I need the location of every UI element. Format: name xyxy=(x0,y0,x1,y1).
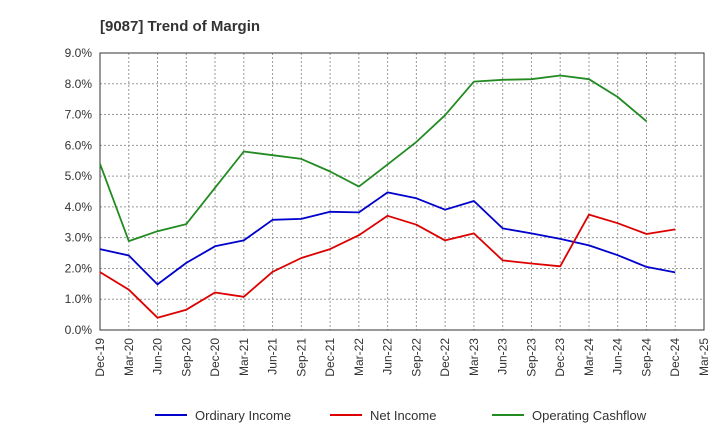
x-tick-label: Sep-20 xyxy=(179,338,193,377)
x-tick-label: Dec-24 xyxy=(668,338,682,377)
x-tick-label: Sep-22 xyxy=(409,338,423,377)
x-tick-label: Jun-20 xyxy=(151,338,165,375)
x-tick-label: Mar-22 xyxy=(352,338,366,376)
chart-title: [9087] Trend of Margin xyxy=(100,18,260,35)
y-tick-label: 4.0% xyxy=(65,200,93,214)
y-tick-label: 9.0% xyxy=(65,46,93,60)
x-tick-label: Mar-24 xyxy=(582,338,596,376)
y-axis-ticks: 0.0% 1.0% 2.0% 3.0% 4.0% 5.0% 6.0% 7.0% 8.0% 9.0% xyxy=(65,46,93,337)
x-tick-label: Dec-21 xyxy=(323,338,337,377)
x-tick-label: Dec-23 xyxy=(553,338,567,377)
x-tick-label: Jun-22 xyxy=(381,338,395,375)
x-tick-label: Jun-23 xyxy=(496,338,510,375)
series-line-ordinary-income xyxy=(99,191,676,286)
y-tick-label: 0.0% xyxy=(65,323,93,337)
y-tick-label: 5.0% xyxy=(65,169,93,183)
series-lines xyxy=(99,74,676,319)
x-tick-label: Mar-25 xyxy=(697,338,711,376)
y-tick-label: 8.0% xyxy=(65,77,93,91)
y-tick-label: 1.0% xyxy=(65,292,93,306)
y-tick-label: 7.0% xyxy=(65,108,93,122)
x-axis-ticks: Dec-19 Mar-20 Jun-20 Sep-20 Dec-20 Mar-21 Jun-… xyxy=(93,338,711,377)
y-tick-label: 3.0% xyxy=(65,231,93,245)
x-tick-label: Sep-21 xyxy=(294,338,308,377)
legend-label: Operating Cashflow xyxy=(532,408,647,423)
x-tick-label: Mar-21 xyxy=(237,338,251,376)
legend-label: Net Income xyxy=(370,408,436,423)
plot-frame xyxy=(99,52,705,331)
legend-label: Ordinary Income xyxy=(195,408,291,423)
x-tick-label: Sep-23 xyxy=(524,338,538,377)
x-tick-label: Dec-19 xyxy=(93,338,107,377)
series-line-operating-cashflow xyxy=(99,74,648,242)
series-line-net-income xyxy=(99,213,676,319)
x-tick-label: Sep-24 xyxy=(639,338,653,377)
y-tick-label: 6.0% xyxy=(65,138,93,152)
x-tick-label: Dec-20 xyxy=(208,338,222,377)
x-tick-label: Dec-22 xyxy=(438,338,452,377)
x-tick-label: Mar-20 xyxy=(122,338,136,376)
x-tick-label: Jun-21 xyxy=(266,338,280,375)
y-tick-label: 2.0% xyxy=(65,261,93,275)
x-tick-label: Jun-24 xyxy=(611,338,625,375)
legend: Ordinary Income Net Income Operating Cashf… xyxy=(155,408,647,423)
x-tick-label: Mar-23 xyxy=(467,338,481,376)
